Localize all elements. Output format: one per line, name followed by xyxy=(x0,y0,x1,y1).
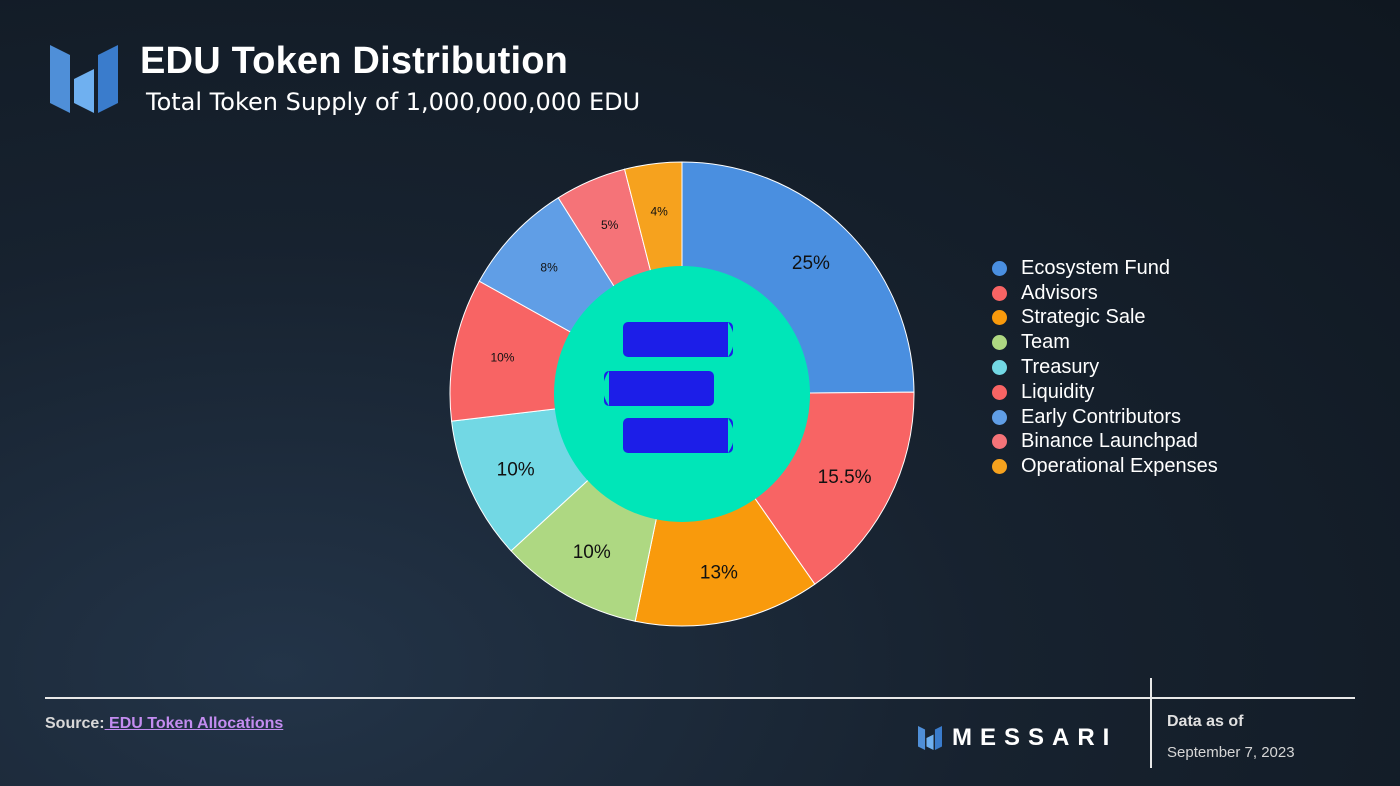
messari-logo-icon xyxy=(50,45,118,113)
slice-label: 15.5% xyxy=(818,467,872,488)
slice-label: 10% xyxy=(490,351,514,365)
legend-label: Advisors xyxy=(1021,281,1098,304)
legend-swatch xyxy=(992,434,1007,450)
legend-item: Team xyxy=(992,330,1218,355)
legend-swatch xyxy=(992,335,1007,351)
footer-divider xyxy=(45,697,1355,699)
legend-item: Treasury xyxy=(992,355,1218,380)
legend-swatch xyxy=(992,459,1007,475)
slice-label: 13% xyxy=(700,562,738,583)
edu-token-logo-icon xyxy=(603,322,734,453)
legend-label: Strategic Sale xyxy=(1021,306,1146,329)
messari-logo-icon xyxy=(918,726,942,750)
legend-label: Treasury xyxy=(1021,356,1100,379)
legend-item: Strategic Sale xyxy=(992,306,1218,331)
legend-item: Operational Expenses xyxy=(992,454,1218,479)
data-as-of-label: Data as of xyxy=(1167,713,1244,730)
data-as-of-date: September 7, 2023 xyxy=(1167,744,1295,761)
source-note: Source: EDU Token Allocations xyxy=(45,715,283,733)
legend-swatch xyxy=(992,260,1007,276)
source-label: Source: xyxy=(45,715,105,732)
legend-label: Early Contributors xyxy=(1021,405,1182,428)
legend-label: Operational Expenses xyxy=(1021,455,1218,478)
legend-label: Binance Launchpad xyxy=(1021,430,1198,453)
slice-label: 5% xyxy=(601,218,619,232)
legend-item: Early Contributors xyxy=(992,405,1218,430)
legend-label: Liquidity xyxy=(1021,380,1095,403)
chart-subtitle: Total Token Supply of 1,000,000,000 EDU xyxy=(146,88,641,116)
slice-label: 10% xyxy=(573,542,611,563)
chart-title: EDU Token Distribution xyxy=(140,40,569,82)
legend-item: Ecosystem Fund xyxy=(992,256,1218,281)
slice-label: 4% xyxy=(651,205,669,219)
legend-swatch xyxy=(992,360,1007,376)
chart-legend: Ecosystem Fund Advisors Strategic Sale Team… xyxy=(992,256,1218,479)
slice-label: 10% xyxy=(497,459,535,480)
slice-label: 8% xyxy=(540,260,558,274)
legend-swatch xyxy=(992,310,1007,326)
source-link[interactable]: EDU Token Allocations xyxy=(104,715,284,732)
slice-label: 25% xyxy=(792,253,830,274)
legend-swatch xyxy=(992,409,1007,425)
legend-swatch xyxy=(992,384,1007,400)
legend-label: Ecosystem Fund xyxy=(1021,256,1170,279)
brand-name: MESSARI xyxy=(952,724,1118,751)
legend-swatch xyxy=(992,285,1007,301)
legend-item: Binance Launchpad xyxy=(992,430,1218,455)
donut-chart: 25% 15.5% 13% 10% 10% 10% 8% 5% 4% xyxy=(449,161,915,627)
legend-item: Advisors xyxy=(992,281,1218,306)
footer-vertical-divider xyxy=(1150,678,1152,768)
brand: MESSARI xyxy=(918,724,1117,752)
chart-labels: 25% 15.5% 13% 10% 10% 10% 8% 5% 4% xyxy=(490,205,871,584)
legend-label: Team xyxy=(1021,331,1070,354)
legend-item: Liquidity xyxy=(992,380,1218,405)
